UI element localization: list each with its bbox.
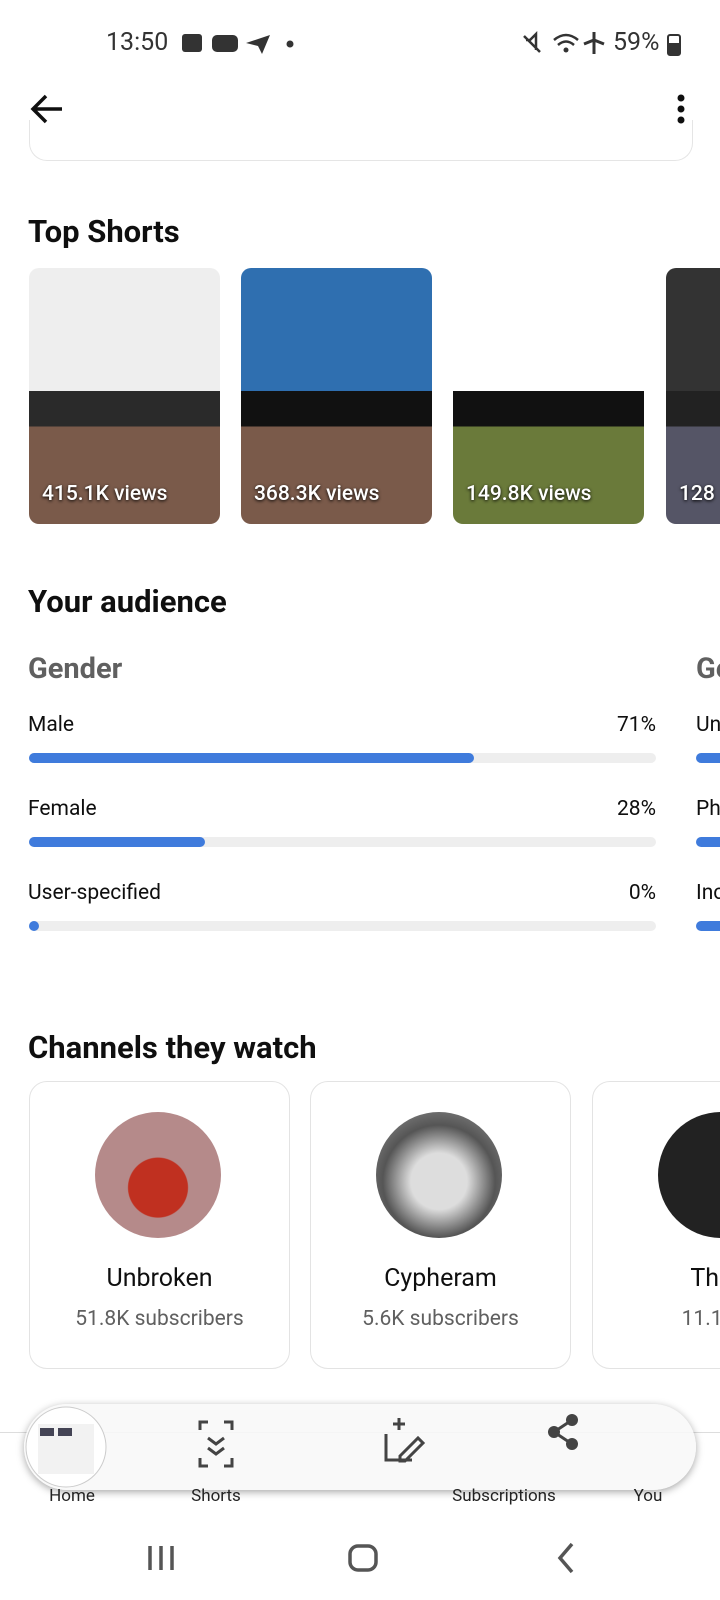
short-thumbnail[interactable] bbox=[29, 268, 220, 524]
nav-label[interactable]: Home bbox=[49, 1486, 95, 1506]
bar-fill bbox=[29, 921, 39, 931]
bar-fill bbox=[29, 753, 475, 763]
status-time: 13:50 bbox=[106, 28, 169, 57]
channel-name: Cypheram bbox=[384, 1264, 497, 1293]
column-label: Inc bbox=[696, 881, 720, 905]
column-label: Ph bbox=[696, 797, 720, 821]
bar-track bbox=[29, 921, 656, 931]
nav-label[interactable]: Subscriptions bbox=[452, 1486, 556, 1506]
gender-percent: 71% bbox=[617, 713, 656, 737]
status-right-icons bbox=[523, 30, 605, 54]
short-views: 149.8K views bbox=[466, 482, 592, 506]
edit-button[interactable] bbox=[384, 1418, 426, 1463]
short-views: 368.3K views bbox=[254, 482, 380, 506]
column-title: Ge bbox=[696, 652, 720, 686]
channel-card[interactable] bbox=[310, 1081, 571, 1369]
short-views: 415.1K views bbox=[42, 482, 168, 506]
scroll-capture[interactable] bbox=[198, 1420, 234, 1468]
bar-fill bbox=[29, 837, 205, 847]
nav-label[interactable]: You bbox=[633, 1486, 663, 1506]
back-button[interactable] bbox=[28, 92, 68, 126]
system-back-button[interactable] bbox=[557, 1542, 574, 1574]
section-title: Top Shorts bbox=[28, 213, 180, 250]
column-label: Un bbox=[696, 713, 720, 737]
system-nav bbox=[148, 1542, 574, 1574]
battery-icon bbox=[667, 34, 681, 56]
gender-label: Female bbox=[28, 797, 97, 821]
short-thumbnail[interactable] bbox=[241, 268, 432, 524]
short-thumbnail[interactable] bbox=[666, 268, 720, 524]
previous-card-edge bbox=[29, 120, 693, 161]
gender-label: User-specified bbox=[28, 881, 161, 905]
gender-percent: 28% bbox=[617, 797, 656, 821]
nav-label[interactable]: Shorts bbox=[191, 1486, 241, 1506]
channel-name: Unbroken bbox=[106, 1264, 213, 1293]
bar-track bbox=[29, 837, 656, 847]
channel-avatar bbox=[376, 1112, 502, 1238]
status-icons bbox=[182, 34, 294, 54]
floating-toolbar bbox=[24, 1404, 696, 1490]
battery-text: 59% bbox=[613, 28, 660, 57]
section-title: Your audience bbox=[28, 583, 227, 620]
gender-percent: 0% bbox=[628, 881, 656, 905]
channel-subscribers: 51.8K subscribers bbox=[75, 1307, 244, 1331]
bar-fill-partial bbox=[696, 753, 720, 763]
bar-fill-partial bbox=[696, 837, 720, 847]
share-button[interactable] bbox=[548, 1414, 578, 1450]
recents-button[interactable] bbox=[148, 1546, 174, 1570]
channel-card[interactable] bbox=[592, 1081, 720, 1369]
home-button[interactable] bbox=[348, 1544, 378, 1572]
channel-subscribers: 11.1K su bbox=[681, 1307, 720, 1331]
channel-name: Tham bbox=[690, 1264, 720, 1293]
column-title: Gender bbox=[28, 652, 123, 686]
channel-subscribers: 5.6K subscribers bbox=[362, 1307, 519, 1331]
short-views: 128 bbox=[679, 482, 715, 506]
gender-label: Male bbox=[28, 713, 74, 737]
bar-fill-partial bbox=[696, 921, 720, 931]
short-thumbnail[interactable] bbox=[453, 268, 644, 524]
channel-card[interactable] bbox=[29, 1081, 290, 1369]
toolbar-icons bbox=[25, 1406, 578, 1488]
section-title: Channels they watch bbox=[28, 1029, 317, 1066]
channel-avatar bbox=[95, 1112, 221, 1238]
